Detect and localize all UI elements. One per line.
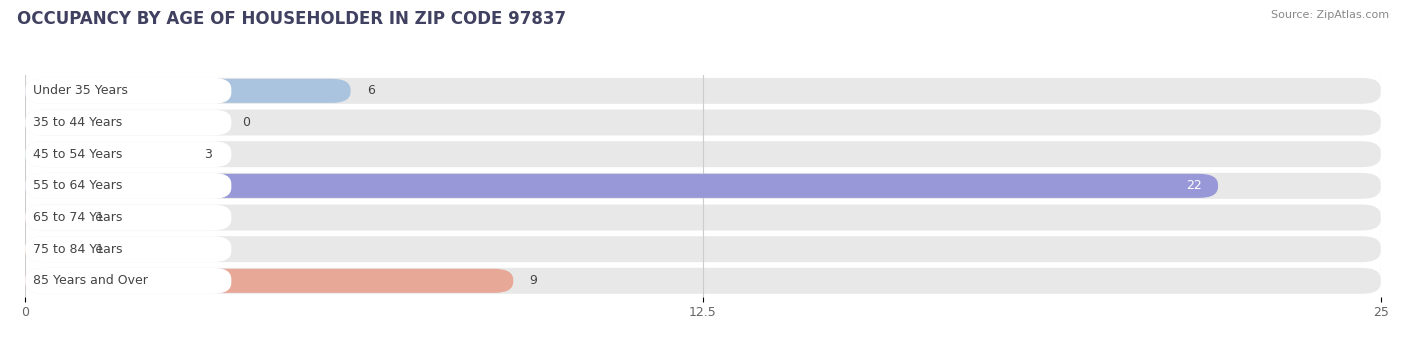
Text: Source: ZipAtlas.com: Source: ZipAtlas.com (1271, 10, 1389, 20)
FancyBboxPatch shape (25, 78, 232, 104)
FancyBboxPatch shape (25, 173, 1381, 199)
FancyBboxPatch shape (25, 109, 232, 135)
FancyBboxPatch shape (25, 174, 1218, 198)
FancyBboxPatch shape (25, 173, 232, 199)
FancyBboxPatch shape (25, 268, 232, 294)
FancyBboxPatch shape (25, 268, 1381, 294)
Text: 1: 1 (96, 211, 104, 224)
FancyBboxPatch shape (25, 206, 80, 229)
FancyBboxPatch shape (25, 109, 1381, 135)
Text: 22: 22 (1187, 179, 1202, 192)
FancyBboxPatch shape (25, 79, 350, 103)
Text: 35 to 44 Years: 35 to 44 Years (34, 116, 122, 129)
Text: Under 35 Years: Under 35 Years (34, 84, 128, 97)
FancyBboxPatch shape (25, 205, 232, 231)
FancyBboxPatch shape (25, 205, 1381, 231)
Text: 3: 3 (204, 148, 212, 161)
FancyBboxPatch shape (25, 141, 1381, 167)
FancyBboxPatch shape (25, 236, 1381, 262)
Text: 1: 1 (96, 243, 104, 256)
Text: 0: 0 (242, 116, 250, 129)
FancyBboxPatch shape (25, 142, 188, 166)
FancyBboxPatch shape (25, 78, 1381, 104)
Text: 65 to 74 Years: 65 to 74 Years (34, 211, 122, 224)
Text: 55 to 64 Years: 55 to 64 Years (34, 179, 122, 192)
FancyBboxPatch shape (25, 236, 232, 262)
Text: 6: 6 (367, 84, 375, 97)
Text: 85 Years and Over: 85 Years and Over (34, 275, 148, 287)
Text: 9: 9 (530, 275, 537, 287)
Text: 75 to 84 Years: 75 to 84 Years (34, 243, 122, 256)
Text: 45 to 54 Years: 45 to 54 Years (34, 148, 122, 161)
Text: OCCUPANCY BY AGE OF HOUSEHOLDER IN ZIP CODE 97837: OCCUPANCY BY AGE OF HOUSEHOLDER IN ZIP C… (17, 10, 567, 28)
FancyBboxPatch shape (25, 237, 80, 261)
FancyBboxPatch shape (25, 141, 232, 167)
FancyBboxPatch shape (25, 269, 513, 293)
